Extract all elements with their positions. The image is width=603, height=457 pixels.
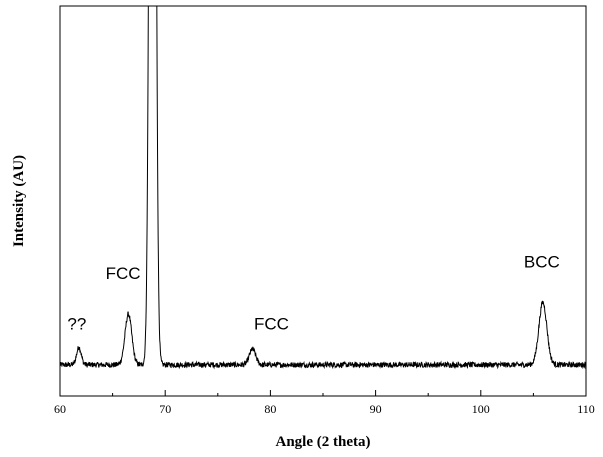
x-tick-label: 60 xyxy=(54,402,66,416)
peak-annotation: FCC xyxy=(106,264,141,283)
x-tick-label: 110 xyxy=(577,402,595,416)
x-axis-title: Angle (2 theta) xyxy=(276,434,371,450)
peak-annotation: BCC xyxy=(524,252,560,271)
y-axis-title: Intensity (AU) xyxy=(11,155,27,247)
peak-annotation: ?? xyxy=(67,315,86,334)
x-tick-label: 100 xyxy=(472,402,490,416)
x-tick-label: 70 xyxy=(159,402,171,416)
x-tick-label: 80 xyxy=(264,402,276,416)
peak-annotation: FCC xyxy=(254,315,289,334)
series-line-0 xyxy=(60,6,586,370)
x-tick-label: 90 xyxy=(370,402,382,416)
peak-annotation: BCC xyxy=(154,0,190,2)
